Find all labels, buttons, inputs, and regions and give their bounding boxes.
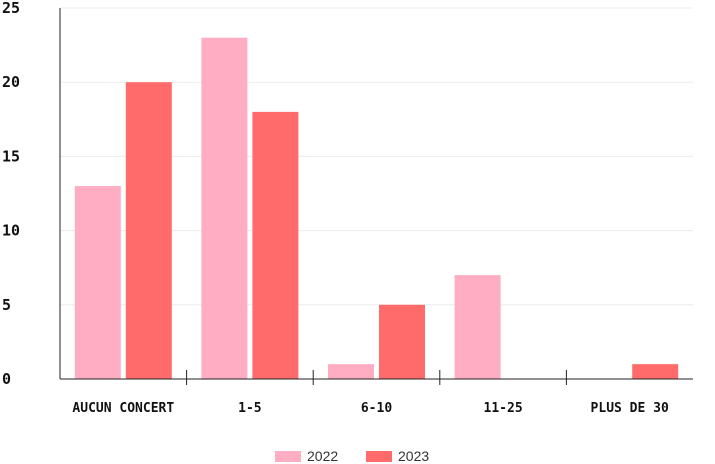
x-axis-ticks: AUCUN CONCERT 1-5 6-10 11-25 PLUS DE 30: [72, 370, 669, 416]
x-tick-label: 6-10: [361, 401, 392, 416]
x-tick-label: 1-5: [238, 401, 261, 416]
y-tick-label: 5: [2, 296, 11, 314]
legend-swatch-2022: [275, 451, 301, 462]
y-tick-label: 20: [2, 73, 20, 91]
bar-2022-aucun-concert: [74, 186, 121, 379]
bar-2023-plus-de-30: [632, 364, 679, 379]
legend-label-2023: 2023: [398, 448, 429, 464]
bar-2023-6-10: [379, 304, 425, 379]
bars: [74, 37, 679, 380]
legend-label-2022: 2022: [307, 448, 338, 464]
bar-2023-1-5: [252, 111, 299, 379]
y-tick-label: 15: [2, 147, 20, 165]
x-tick-label: AUCUN CONCERT: [72, 401, 174, 416]
y-axis-ticks: 0 5 10 15 20 25: [2, 0, 20, 388]
x-tick-label: PLUS DE 30: [591, 401, 669, 416]
bar-2022-1-5: [201, 37, 248, 380]
y-tick-label: 25: [2, 0, 20, 17]
legend-swatch-2023: [366, 451, 392, 462]
bar-2022-11-25: [454, 275, 501, 379]
y-tick-label: 0: [2, 370, 11, 388]
legend: 2022 2023: [275, 448, 429, 464]
x-tick-label: 11-25: [484, 401, 523, 416]
bar-2022-6-10: [328, 364, 374, 379]
y-tick-label: 10: [2, 222, 20, 240]
bar-2023-aucun-concert: [125, 82, 172, 379]
